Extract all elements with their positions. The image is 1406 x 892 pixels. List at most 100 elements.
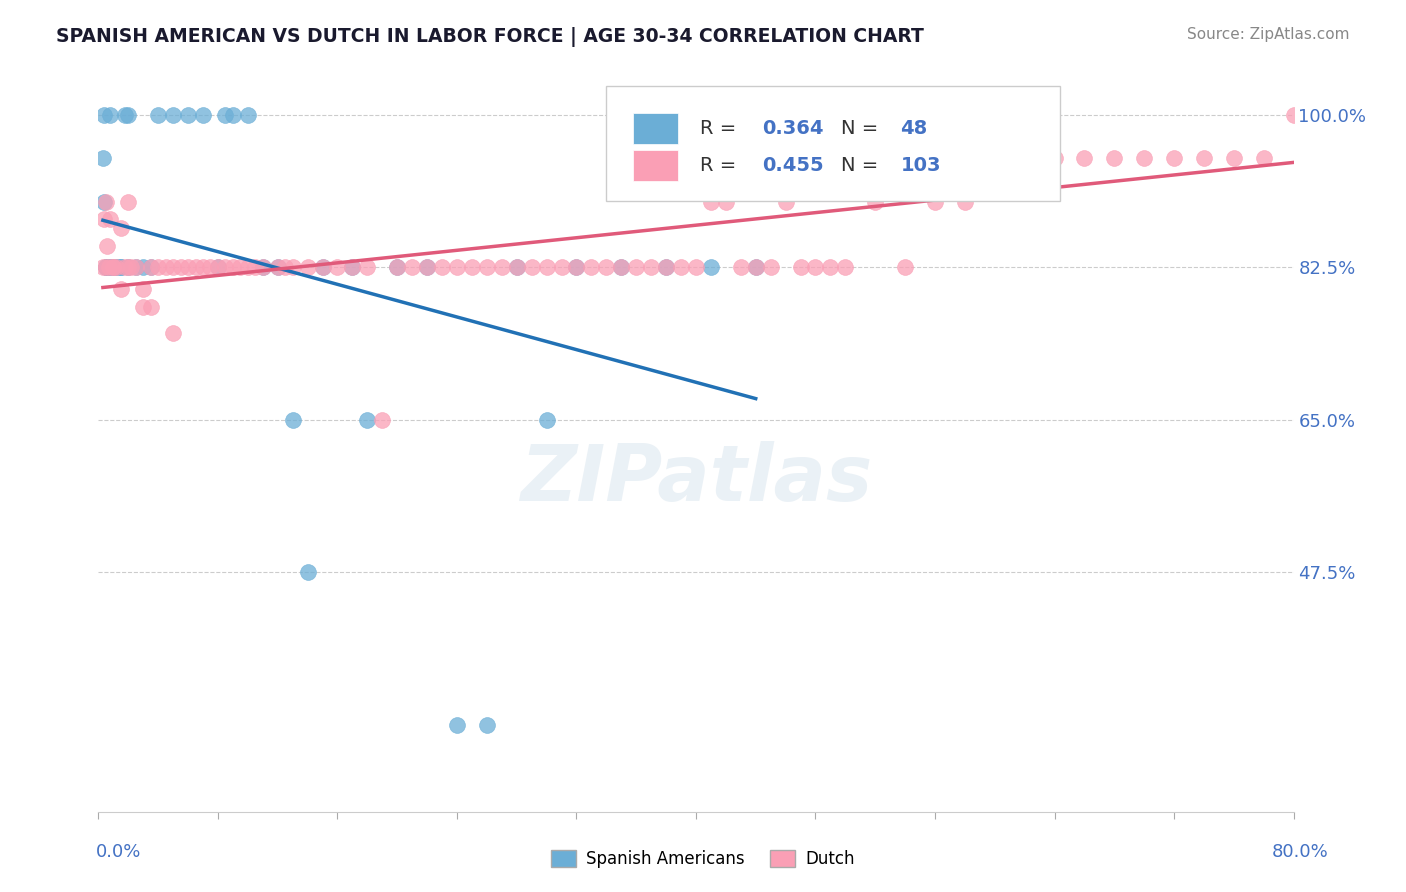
Text: N =: N = — [841, 119, 884, 138]
Point — [91, 152, 114, 166]
Point — [536, 413, 558, 427]
Point — [105, 260, 128, 275]
Point — [132, 282, 155, 296]
Point — [1223, 152, 1246, 166]
Point — [685, 260, 707, 275]
Point — [550, 260, 572, 275]
Point — [536, 260, 558, 275]
Point — [953, 194, 976, 209]
Point — [105, 260, 128, 275]
Text: R =: R = — [700, 156, 742, 175]
Point — [356, 413, 378, 427]
Point — [177, 108, 200, 122]
Point — [924, 194, 946, 209]
Point — [1073, 152, 1095, 166]
Point — [97, 260, 120, 275]
Point — [865, 194, 887, 209]
Point — [94, 260, 117, 275]
Point — [191, 108, 214, 122]
Point — [117, 260, 139, 275]
Point — [700, 194, 723, 209]
Point — [110, 221, 132, 235]
Point — [267, 260, 290, 275]
Point — [169, 260, 191, 275]
Point — [245, 260, 267, 275]
Point — [610, 260, 633, 275]
Point — [461, 260, 484, 275]
Point — [311, 260, 333, 275]
Point — [1014, 152, 1036, 166]
Text: 0.455: 0.455 — [762, 156, 824, 175]
Point — [162, 108, 184, 122]
Point — [139, 260, 162, 275]
Point — [640, 260, 662, 275]
Point — [894, 260, 917, 275]
Point — [804, 260, 827, 275]
Text: ZIPatlas: ZIPatlas — [520, 441, 872, 516]
Point — [103, 260, 125, 275]
Point — [117, 108, 139, 122]
Point — [107, 260, 129, 275]
Point — [252, 260, 274, 275]
Point — [745, 260, 768, 275]
Point — [565, 260, 588, 275]
Point — [655, 260, 678, 275]
Point — [114, 260, 136, 275]
Point — [236, 260, 259, 275]
Point — [297, 260, 319, 275]
Point — [132, 260, 155, 275]
Text: Source: ZipAtlas.com: Source: ZipAtlas.com — [1187, 27, 1350, 42]
Point — [162, 260, 184, 275]
Point — [789, 260, 811, 275]
Point — [1282, 108, 1305, 122]
Point — [139, 300, 162, 314]
Point — [97, 260, 120, 275]
Point — [775, 194, 797, 209]
Point — [155, 260, 177, 275]
FancyBboxPatch shape — [633, 112, 678, 144]
Point — [222, 260, 245, 275]
Point — [132, 300, 155, 314]
Point — [610, 260, 633, 275]
Point — [125, 260, 148, 275]
Point — [416, 260, 439, 275]
Point — [207, 260, 229, 275]
Point — [162, 326, 184, 340]
Point — [252, 260, 274, 275]
Point — [281, 260, 304, 275]
Point — [281, 413, 304, 427]
Point — [520, 260, 543, 275]
Legend: Spanish Americans, Dutch: Spanish Americans, Dutch — [544, 843, 862, 875]
Point — [191, 260, 214, 275]
Point — [125, 260, 148, 275]
Point — [91, 260, 114, 275]
Point — [94, 260, 117, 275]
Point — [139, 260, 162, 275]
Point — [177, 260, 200, 275]
Text: 103: 103 — [900, 156, 941, 175]
Point — [1043, 152, 1066, 166]
Point — [356, 260, 378, 275]
Point — [745, 260, 768, 275]
Text: R =: R = — [700, 119, 742, 138]
Point — [1133, 152, 1156, 166]
Point — [103, 260, 125, 275]
Point — [214, 108, 236, 122]
Point — [820, 260, 842, 275]
Point — [506, 260, 529, 275]
Point — [120, 260, 142, 275]
Point — [595, 260, 617, 275]
FancyBboxPatch shape — [606, 87, 1060, 201]
Point — [98, 108, 122, 122]
Point — [110, 260, 132, 275]
Point — [98, 212, 122, 227]
Point — [94, 194, 117, 209]
Point — [1253, 152, 1275, 166]
Text: 80.0%: 80.0% — [1272, 843, 1329, 861]
Point — [94, 260, 117, 275]
Point — [371, 413, 394, 427]
Point — [103, 260, 125, 275]
Point — [430, 260, 453, 275]
Text: 0.0%: 0.0% — [96, 843, 141, 861]
FancyBboxPatch shape — [633, 150, 678, 181]
